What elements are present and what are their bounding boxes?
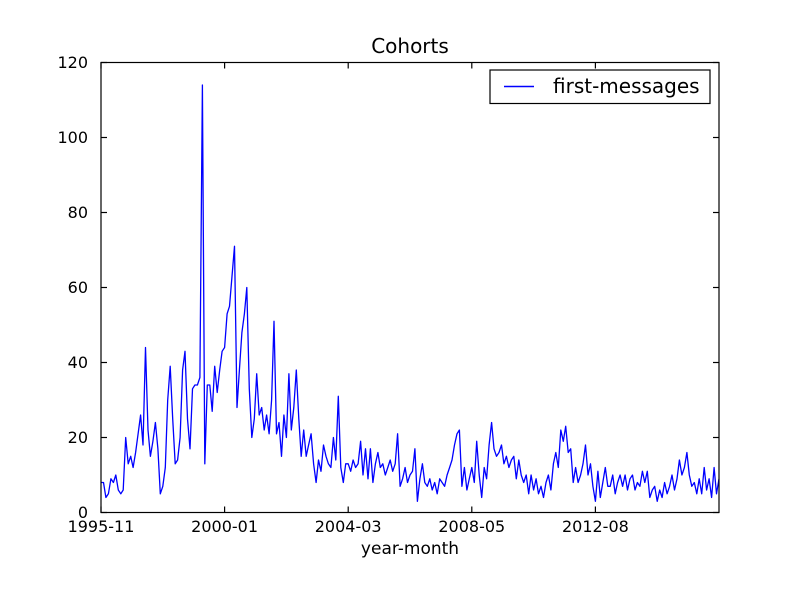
plot-frame [100,61,720,514]
x-tick-label: 2012-08 [561,517,629,536]
y-tick-label: 80 [67,203,88,222]
legend-entry-label: first-messages [553,74,700,98]
x-tick-label: 1995-11 [67,517,135,536]
y-tick-label: 120 [57,53,88,72]
series-line-first-messages [101,84,720,502]
x-tick-label: 2000-01 [191,517,259,536]
chart-title: Cohorts [371,34,449,58]
x-tick-label: 2004-03 [314,517,382,536]
y-tick-label: 60 [67,278,88,297]
x-axis-label: year-month [360,539,460,559]
y-tick-label: 20 [67,428,88,447]
x-tick-label: 2008-05 [438,517,506,536]
y-tick-label: 0 [77,503,88,522]
y-tick-label: 40 [67,353,88,372]
y-tick-label: 100 [57,128,88,147]
